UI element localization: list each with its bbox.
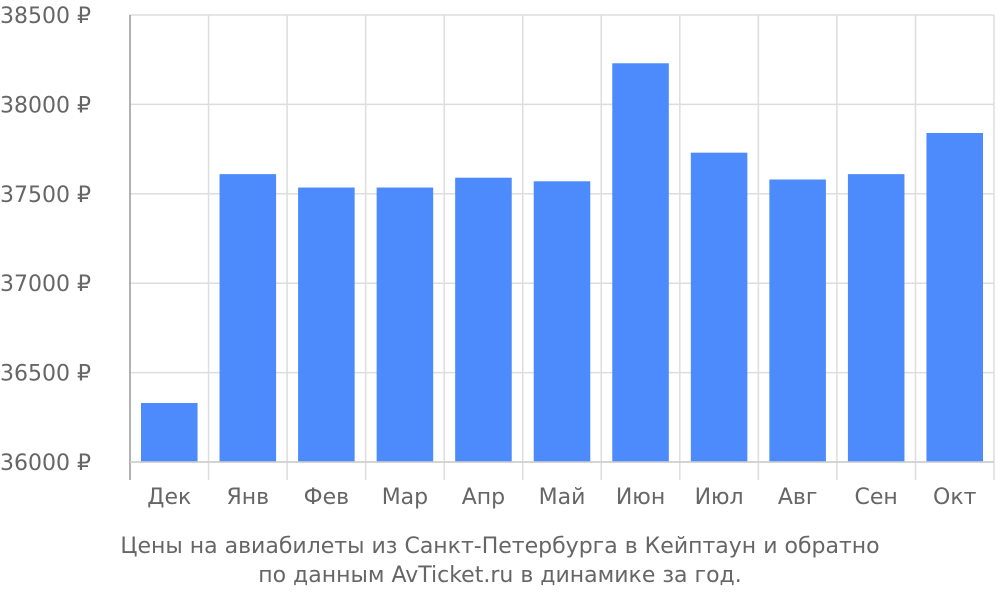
x-tick-label-Мар: Мар xyxy=(382,485,428,510)
caption-line-1: Цены на авиабилеты из Санкт-Петербурга в… xyxy=(120,534,880,559)
y-tick-label-2: 37000 ₽ xyxy=(0,272,91,297)
bars xyxy=(140,63,984,463)
bar-Июн xyxy=(612,63,669,462)
x-tick-label-Май: Май xyxy=(539,485,586,510)
x-tick-label-Сен: Сен xyxy=(855,485,898,510)
x-tick-label-Янв: Янв xyxy=(226,485,269,510)
y-tick-label-0: 36000 ₽ xyxy=(0,451,91,476)
x-tick-label-Апр: Апр xyxy=(462,485,505,510)
bar-Фев xyxy=(298,187,355,463)
x-tick-labels: Дек Янв Фев Мар Апр Май Июн Июл Авг Сен Окт xyxy=(147,485,976,510)
x-tick-label-Июн: Июн xyxy=(616,485,665,510)
bar-Дек xyxy=(140,402,198,462)
y-tick-label-5: 38500 ₽ xyxy=(0,4,91,29)
bar-Авг xyxy=(769,179,826,462)
bar-Мар xyxy=(376,187,434,463)
axes xyxy=(129,15,994,480)
x-tick-label-Авг: Авг xyxy=(778,485,818,510)
bar-Май xyxy=(533,181,591,462)
x-tick-label-Дек: Дек xyxy=(147,485,191,510)
bar-Апр xyxy=(455,177,512,462)
y-tick-labels: 36000 ₽ 36500 ₽ 37000 ₽ 37500 ₽ 38000 ₽ 38500… xyxy=(0,4,91,476)
y-tick-label-3: 37500 ₽ xyxy=(0,183,91,208)
bar-Янв xyxy=(219,174,277,462)
x-tick-label-Окт: Окт xyxy=(933,485,977,510)
bar-Сен xyxy=(847,174,905,462)
bar-Июл xyxy=(690,152,748,462)
bar-Окт xyxy=(926,133,984,462)
caption-line-2: по данным AvTicket.ru в динамике за год. xyxy=(258,563,742,588)
y-tick-label-1: 36500 ₽ xyxy=(0,362,91,387)
x-tick-label-Июл: Июл xyxy=(695,485,744,510)
x-tick-label-Фев: Фев xyxy=(304,485,349,510)
chart-caption: Цены на авиабилеты из Санкт-Петербурга в… xyxy=(0,532,1000,590)
grid-lines xyxy=(130,14,995,480)
y-tick-label-4: 38000 ₽ xyxy=(0,93,91,118)
